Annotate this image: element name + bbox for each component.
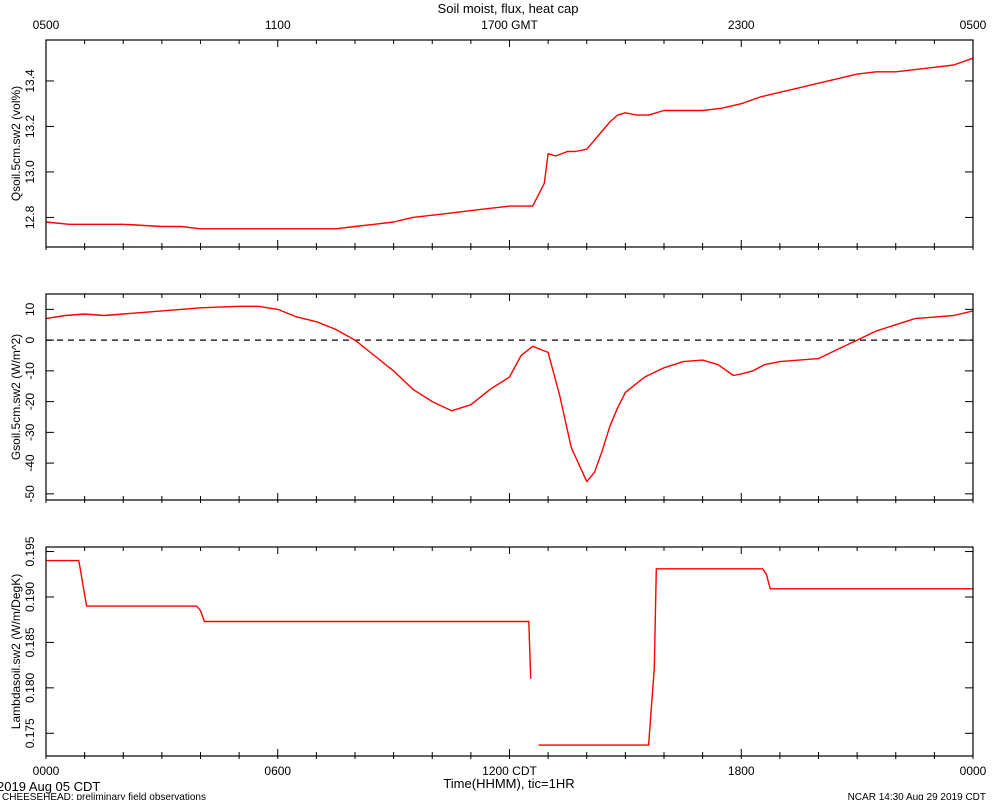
top-axis-tick-label: 2300 <box>728 18 755 32</box>
y-tick-label: 0 <box>23 336 37 343</box>
y-tick-label: 13.2 <box>23 114 37 138</box>
x-axis-label: Time(HHMM), tic=1HR <box>443 776 574 791</box>
y-tick-label: 0.175 <box>23 718 37 748</box>
series-line-1 <box>45 57 974 230</box>
series-line-3-segment-2 <box>538 568 973 746</box>
y-tick-label: 0.190 <box>23 582 37 612</box>
bottom-axis-tick-label: 1200 CDT <box>482 764 537 778</box>
footer-right: NCAR 14:30 Aug 29 2019 CDT <box>848 792 986 800</box>
y-tick-label: 10 <box>23 302 37 316</box>
top-axis-tick-label: 0500 <box>960 18 987 32</box>
plot-frame <box>45 546 974 757</box>
y-axis-label: Lambdasoil.sw2 (W/m/DegK) <box>9 574 23 729</box>
y-tick-label: -20 <box>23 393 37 411</box>
plot-frame <box>45 293 974 501</box>
bottom-time-axis: 0000 0600 1200 CDT 1800 0000 <box>33 764 987 778</box>
top-axis-tick-label: 1100 <box>265 18 291 32</box>
date-label: 2019 Aug 05 CDT <box>0 779 100 794</box>
footer-left: CHEESEHEAD: preliminary field observatio… <box>2 792 206 800</box>
y-tick-label: -40 <box>23 454 37 472</box>
top-time-axis: 0500 1100 1700 GMT 2300 0500 <box>33 18 987 32</box>
chart-panel-3: 0.175 0.180 0.185 0.190 0.195Lambdasoil.sw2 … <box>9 536 974 759</box>
y-axis-label: Qsoil.5cm.sw2 (vol%) <box>9 86 23 201</box>
y-tick-label: 13.4 <box>23 69 37 93</box>
y-tick-label: 13.0 <box>23 160 37 184</box>
top-axis-tick-label: 1700 GMT <box>481 18 538 32</box>
plot-frame <box>45 39 974 248</box>
top-axis-tick-label: 0500 <box>33 18 60 32</box>
y-tick-label: -50 <box>23 485 37 503</box>
y-tick-label: 0.180 <box>23 673 37 703</box>
series-line-2 <box>45 305 974 483</box>
y-tick-label: 0.185 <box>23 627 37 657</box>
bottom-axis-tick-label: 0000 <box>960 764 987 778</box>
bottom-axis-tick-label: 1800 <box>728 764 755 778</box>
bottom-axis-tick-label: 0000 <box>33 764 60 778</box>
chart-panel-2: 10 0 -10 -20 -30 -40 -50 Gsoil.5cm.sw2 (W/m^2) <box>9 293 974 503</box>
series-line-3-segment-1 <box>46 559 532 679</box>
y-tick-label: -10 <box>23 362 37 380</box>
y-axis-label: Gsoil.5cm.sw2 (W/m^2) <box>9 334 23 460</box>
bottom-axis-tick-label: 0600 <box>264 764 291 778</box>
figure-title: Soil moist, flux, heat cap <box>438 1 579 16</box>
y-tick-label: -30 <box>23 423 37 441</box>
y-tick-label: 12.8 <box>23 205 37 229</box>
y-tick-label: 0.195 <box>23 536 37 566</box>
